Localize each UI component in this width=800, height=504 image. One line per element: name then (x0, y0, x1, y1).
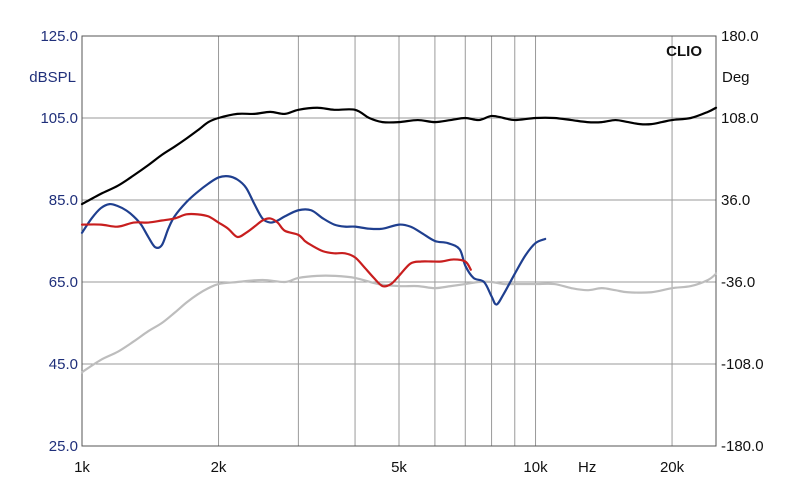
x-tick-label: 20k (660, 459, 685, 476)
right-tick-label: 108.0 (721, 110, 759, 127)
left-tick-label: 65.0 (49, 274, 78, 291)
x-tick-label: 5k (391, 459, 407, 476)
brand-label: CLIO (666, 43, 702, 60)
blue-curve (80, 174, 547, 306)
grid-lines (81, 35, 716, 447)
right-tick-label: -36.0 (721, 274, 755, 291)
gray-curve (80, 272, 718, 374)
left-tick-label: 85.0 (49, 192, 78, 209)
x-tick-label: 10k (523, 459, 548, 476)
left-tick-label: 105.0 (40, 110, 78, 127)
x-axis-unit-label: Hz (578, 459, 596, 476)
x-tick-label: 2k (211, 459, 227, 476)
plot-frame (81, 35, 717, 447)
x-tick-label: 1k (74, 459, 90, 476)
left-axis-unit-label: dBSPL (29, 69, 76, 86)
curves-group (80, 106, 718, 374)
right-tick-label: -180.0 (721, 438, 764, 455)
right-tick-label: -108.0 (721, 356, 764, 373)
right-tick-label: 36.0 (721, 192, 750, 209)
left-tick-label: 45.0 (49, 356, 78, 373)
black-curve (80, 106, 718, 206)
axis-labels: 125.0 105.0 85.0 65.0 45.0 25.0 180.0 108.0 36.0… (40, 28, 763, 476)
right-axis-unit-label: Deg (722, 69, 750, 86)
left-tick-label: 125.0 (40, 28, 78, 45)
left-tick-label: 25.0 (49, 438, 78, 455)
red-curve (80, 212, 472, 288)
right-tick-label: 180.0 (721, 28, 759, 45)
